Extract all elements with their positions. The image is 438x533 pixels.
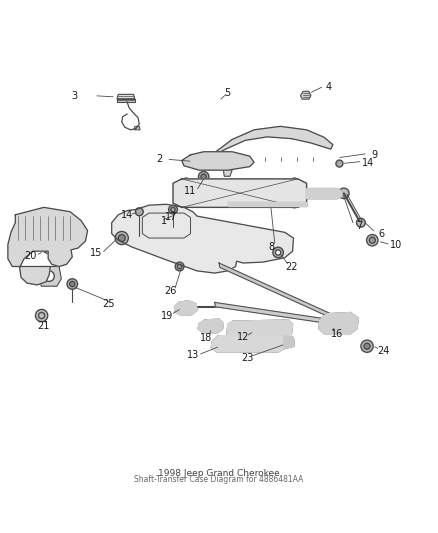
Circle shape	[290, 200, 298, 208]
Text: 9: 9	[371, 150, 378, 160]
Text: 17: 17	[165, 212, 177, 222]
Circle shape	[182, 178, 190, 186]
Text: 26: 26	[165, 286, 177, 296]
Text: 4: 4	[325, 82, 332, 92]
Polygon shape	[228, 201, 307, 206]
Circle shape	[193, 156, 201, 165]
Text: 22: 22	[285, 262, 297, 271]
Circle shape	[67, 279, 78, 289]
Circle shape	[333, 321, 340, 328]
Text: 12: 12	[237, 333, 249, 343]
Circle shape	[255, 325, 266, 335]
Text: 5: 5	[225, 88, 231, 99]
Circle shape	[333, 325, 340, 332]
Circle shape	[175, 262, 184, 271]
Polygon shape	[134, 126, 140, 130]
Text: 23: 23	[241, 353, 254, 362]
Text: 21: 21	[38, 321, 50, 330]
Text: 14: 14	[121, 210, 133, 220]
Text: 11: 11	[184, 186, 197, 196]
Circle shape	[70, 281, 75, 287]
Text: 15: 15	[90, 248, 102, 259]
Text: 1: 1	[161, 215, 167, 225]
Circle shape	[201, 174, 206, 179]
Circle shape	[290, 178, 298, 186]
Text: 20: 20	[25, 251, 37, 261]
Circle shape	[361, 340, 373, 352]
Circle shape	[276, 250, 281, 255]
Circle shape	[339, 188, 349, 199]
Polygon shape	[112, 204, 293, 273]
Polygon shape	[223, 170, 232, 176]
Circle shape	[336, 160, 343, 167]
Circle shape	[135, 208, 143, 216]
Polygon shape	[174, 301, 197, 316]
Polygon shape	[198, 319, 223, 333]
Text: 8: 8	[268, 242, 275, 252]
Text: 24: 24	[377, 345, 389, 356]
Circle shape	[182, 304, 191, 312]
Text: Shaft-Transfer Case Diagram for 4886481AA: Shaft-Transfer Case Diagram for 4886481A…	[134, 475, 304, 484]
Circle shape	[333, 316, 340, 322]
Polygon shape	[307, 189, 342, 199]
Circle shape	[35, 310, 48, 322]
Polygon shape	[209, 126, 333, 158]
Circle shape	[239, 325, 250, 335]
Text: 18: 18	[200, 333, 212, 343]
Circle shape	[232, 156, 241, 165]
Circle shape	[182, 200, 190, 208]
Text: 7: 7	[356, 221, 362, 231]
Text: 19: 19	[161, 311, 173, 320]
Circle shape	[198, 172, 209, 182]
Text: 10: 10	[390, 240, 403, 251]
Circle shape	[169, 205, 177, 214]
Circle shape	[118, 235, 125, 241]
Text: 6: 6	[378, 229, 384, 239]
Circle shape	[357, 219, 365, 227]
Circle shape	[39, 228, 65, 254]
Polygon shape	[215, 302, 334, 324]
Circle shape	[226, 340, 234, 349]
Polygon shape	[219, 263, 334, 319]
Circle shape	[243, 340, 252, 349]
Circle shape	[369, 237, 375, 243]
Polygon shape	[319, 312, 358, 334]
Polygon shape	[8, 207, 88, 285]
Polygon shape	[211, 336, 285, 352]
Polygon shape	[117, 94, 135, 99]
Polygon shape	[300, 91, 311, 99]
Text: 3: 3	[71, 91, 78, 101]
Circle shape	[115, 231, 128, 245]
Polygon shape	[117, 99, 135, 102]
Text: 25: 25	[102, 298, 115, 309]
Circle shape	[207, 322, 215, 330]
Text: 14: 14	[362, 158, 374, 168]
Polygon shape	[173, 179, 307, 207]
Circle shape	[261, 340, 269, 349]
Circle shape	[272, 325, 282, 335]
Polygon shape	[182, 152, 254, 170]
Polygon shape	[284, 336, 294, 349]
Circle shape	[48, 238, 55, 245]
Circle shape	[367, 235, 378, 246]
Text: 2: 2	[157, 154, 163, 164]
Text: 13: 13	[187, 350, 199, 360]
Polygon shape	[227, 320, 293, 340]
Text: 16: 16	[331, 329, 343, 340]
Circle shape	[44, 271, 54, 281]
Polygon shape	[37, 266, 61, 286]
Circle shape	[364, 343, 370, 349]
Circle shape	[44, 233, 60, 249]
Circle shape	[273, 247, 283, 258]
Text: 1998 Jeep Grand Cherokee: 1998 Jeep Grand Cherokee	[158, 469, 280, 478]
